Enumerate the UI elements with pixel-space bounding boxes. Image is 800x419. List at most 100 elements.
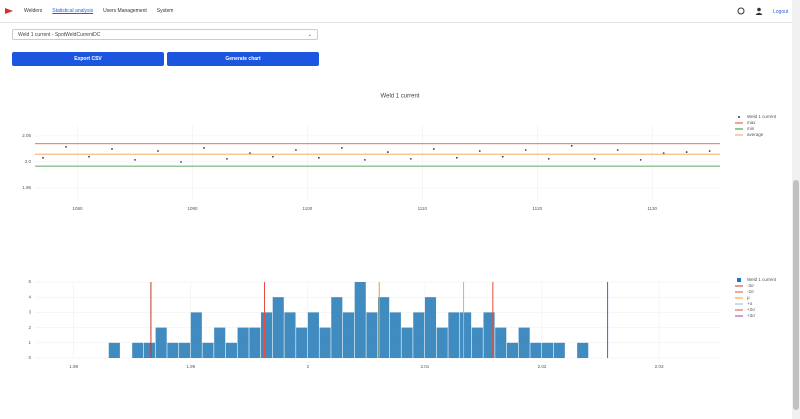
point <box>685 151 688 153</box>
x-tick-label: 2.02 <box>538 364 547 369</box>
chevron: ⌄ <box>307 32 312 38</box>
bar <box>179 342 191 358</box>
y-tick-label: 2 <box>28 325 31 330</box>
bar <box>401 327 413 358</box>
point <box>294 149 297 151</box>
bar <box>296 327 308 358</box>
point <box>409 157 412 160</box>
point <box>662 152 665 155</box>
point <box>478 150 481 152</box>
point <box>593 157 596 160</box>
legend-label: +σ <box>747 301 753 306</box>
bar <box>132 342 144 358</box>
bar <box>202 342 214 358</box>
point <box>42 156 44 159</box>
x-tick-label: 1.98 <box>69 364 78 369</box>
point <box>501 155 504 158</box>
y-tick-label: 1 <box>28 340 31 345</box>
point <box>616 149 619 151</box>
y-tick-label: 0 <box>28 355 31 360</box>
x-tick-label: 1130 <box>647 206 657 211</box>
point <box>111 148 113 150</box>
bar <box>331 297 343 358</box>
y-tick-label: 5 <box>28 279 31 284</box>
bar <box>307 312 319 358</box>
bar <box>471 327 483 358</box>
bar <box>249 327 261 358</box>
point <box>708 150 711 152</box>
point <box>226 157 228 160</box>
x-tick-label: 2.03 <box>655 364 664 369</box>
bar <box>413 312 425 358</box>
point <box>249 152 251 155</box>
legend-label: max <box>747 120 756 125</box>
button[interactable]: Export CSV <box>12 52 164 66</box>
bar <box>225 342 237 358</box>
point <box>386 151 389 153</box>
nav-item[interactable]: System <box>156 8 174 14</box>
nav-item[interactable]: Statistical analysis <box>52 8 94 14</box>
button[interactable]: Generate chart <box>167 52 319 66</box>
point <box>363 158 366 161</box>
logout[interactable]: Logout <box>773 9 789 15</box>
y-tick-label: 2.0 <box>25 159 32 164</box>
navbar: Welders Statistical analysis Users Manag… <box>0 0 792 23</box>
charts: 1080 1090 1100 1110 1120 1130 1.95 2.0 2.05 Weld … <box>22 94 777 370</box>
y-tick-label: 1.95 <box>22 185 31 190</box>
legend-marker <box>738 116 740 118</box>
bar <box>530 342 542 358</box>
bar <box>354 282 366 358</box>
bar <box>108 342 120 358</box>
chart-title: Weld 1 current <box>381 94 420 100</box>
bar <box>260 312 273 358</box>
legend-label: μ <box>747 295 750 300</box>
point <box>524 149 527 151</box>
bar <box>143 342 156 358</box>
bar <box>237 327 249 358</box>
legend-label: +2σ <box>747 307 755 312</box>
x-tick-label: 1110 <box>418 206 428 211</box>
legend-label: -2σ <box>747 289 754 294</box>
legend-label: +3σ <box>747 313 755 318</box>
select-text: Weld 1 current - SpotWeldCurrentDC <box>18 32 101 38</box>
point <box>272 155 274 158</box>
x-tick-label: 1090 <box>187 206 198 211</box>
scroll-thumb[interactable] <box>793 180 799 410</box>
legend-marker <box>737 278 741 282</box>
bar <box>272 297 284 358</box>
bar <box>506 342 518 358</box>
user-icon[interactable] <box>755 7 763 15</box>
bar <box>155 327 167 358</box>
bar <box>190 312 202 358</box>
legend-label: average <box>747 132 764 137</box>
x-tick-label: 2.01 <box>421 364 430 369</box>
bar <box>378 297 390 358</box>
point <box>639 158 642 161</box>
point <box>88 155 90 158</box>
bar <box>448 312 460 358</box>
bar <box>518 327 530 358</box>
nav-item[interactable]: Welders <box>24 8 43 14</box>
point <box>570 144 573 147</box>
bar <box>483 312 495 358</box>
bar <box>284 312 296 358</box>
legend-label: Weld 1 current <box>747 277 777 282</box>
legend-label: Weld 1 current <box>747 114 777 119</box>
settings-icon[interactable] <box>737 7 745 15</box>
point <box>157 150 159 152</box>
point <box>317 156 320 159</box>
point <box>203 147 205 149</box>
nav-item[interactable]: Users Management <box>103 8 147 14</box>
bar <box>214 327 226 358</box>
select[interactable]: Weld 1 current - SpotWeldCurrentDC ⌄ <box>12 29 318 40</box>
bar <box>460 312 472 358</box>
point <box>65 145 67 148</box>
point <box>432 148 435 150</box>
x-tick-label: 1120 <box>532 206 542 211</box>
bar <box>553 342 565 358</box>
bar <box>577 342 589 358</box>
x-tick-label: 1080 <box>73 206 84 211</box>
bar <box>389 312 401 358</box>
bar <box>424 297 437 358</box>
